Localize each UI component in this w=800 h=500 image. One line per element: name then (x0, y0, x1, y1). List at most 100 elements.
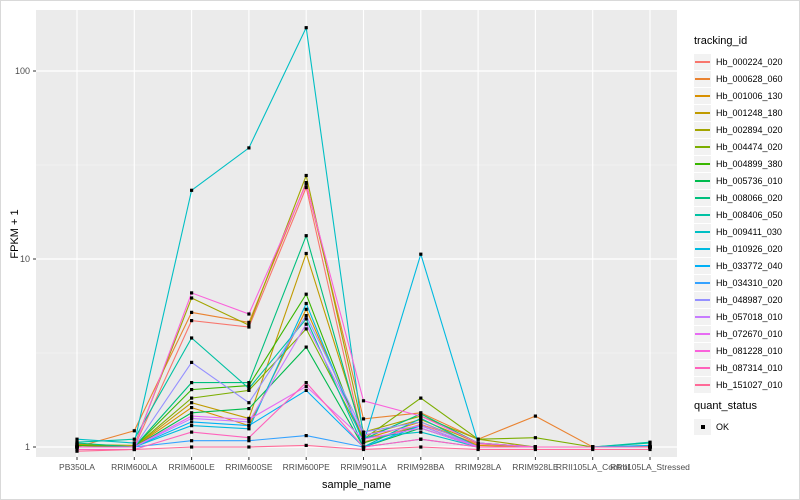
legend-line-swatch (695, 332, 710, 335)
y-tick-label: 10 (20, 254, 30, 264)
data-point (75, 440, 79, 444)
legend-entry: Hb_004474_020 (694, 138, 783, 155)
legend-entry-label: Hb_081228_010 (716, 345, 783, 356)
data-point (190, 188, 194, 192)
legend-entry-label: Hb_072670_010 (716, 328, 783, 339)
x-tick-label: RRIM600SE (225, 462, 273, 472)
data-point (75, 449, 79, 453)
data-point (304, 292, 308, 296)
legend-line-swatch (695, 77, 710, 80)
data-point (361, 430, 366, 434)
data-point (361, 445, 366, 449)
data-point (247, 381, 251, 385)
data-point (247, 417, 251, 422)
legend-entry-label: Hb_057018_010 (716, 311, 783, 322)
data-point (132, 441, 136, 445)
legend-entry-label: Hb_009411_030 (716, 226, 782, 237)
data-point (361, 437, 366, 441)
legend-key (694, 138, 711, 155)
data-point (190, 291, 194, 295)
legend-entry-label: Hb_001006_130 (716, 90, 783, 101)
legend-entry-label: Hb_000628_060 (716, 73, 783, 84)
legend-entry-label: Hb_034310_020 (716, 277, 783, 288)
legend-key (694, 240, 711, 257)
legend-entry: Hb_005736_010 (694, 172, 783, 189)
data-point (419, 430, 423, 434)
legend-key (694, 87, 711, 104)
data-point (419, 414, 423, 418)
data-point (190, 416, 194, 420)
legend-entry: Hb_057018_010 (694, 308, 783, 325)
data-point (304, 173, 308, 178)
legend-entry-label: Hb_001248_180 (716, 107, 783, 118)
legend-entry: Hb_010926_020 (694, 240, 783, 257)
legend-line-swatch (695, 383, 710, 386)
x-tick-label: PB350LA (59, 462, 95, 472)
data-point (419, 437, 423, 441)
legend-entry: Hb_048987_020 (694, 291, 783, 308)
data-point (304, 307, 308, 311)
x-tick-label: RRIM928BA (397, 462, 445, 472)
legend-line-swatch (695, 128, 710, 131)
data-point (419, 426, 423, 430)
data-point (304, 381, 308, 385)
data-point (304, 234, 308, 238)
legend-line-swatch (695, 213, 710, 216)
data-point (476, 445, 480, 449)
legend-key (694, 206, 711, 223)
legend-line-swatch (695, 94, 710, 97)
data-point (476, 437, 480, 441)
legend-title: tracking_id (694, 35, 748, 47)
legend-entry-label: Hb_033772_040 (716, 260, 783, 271)
legend-key (694, 376, 711, 393)
legend-entry: Hb_001006_130 (694, 87, 783, 104)
data-point (304, 301, 308, 306)
legend-entry: Hb_087314_010 (694, 359, 783, 376)
data-point (648, 440, 652, 444)
legend-entry: Hb_004899_380 (694, 155, 783, 172)
data-point (132, 429, 136, 433)
data-point (247, 436, 251, 440)
black-square-point-icon (700, 424, 705, 429)
legend2-entry-list: OK (694, 418, 757, 435)
data-point (247, 384, 251, 388)
legend-line-swatch (695, 230, 710, 233)
legend-entry: Hb_008066_020 (694, 189, 783, 206)
x-tick-label: RRIM901LA (340, 462, 387, 472)
legend-entry: Hb_000224_020 (694, 53, 783, 70)
legend-entry-label: Hb_005736_010 (716, 175, 783, 186)
legend-entry: Hb_072670_010 (694, 325, 783, 342)
x-tick-label: RRII105LA_Stressed (610, 462, 690, 472)
legend-line-swatch (695, 145, 710, 148)
data-point (190, 445, 194, 449)
data-point (361, 417, 366, 421)
legend-entry: Hb_034310_020 (694, 274, 783, 291)
legend-line-swatch (695, 162, 710, 165)
legend-entry: Hb_000628_060 (694, 70, 783, 87)
data-point (247, 420, 251, 424)
data-point (190, 336, 194, 340)
legend-entry-label: Hb_004899_380 (716, 158, 783, 169)
y-tick-label: 100 (15, 66, 30, 76)
data-point (361, 433, 366, 437)
y-axis-title: FPKM + 1 (9, 209, 21, 259)
data-point (591, 445, 595, 449)
data-point (304, 26, 308, 30)
data-point (304, 185, 308, 190)
data-point (533, 447, 537, 452)
data-point (190, 414, 194, 418)
data-point (75, 437, 79, 441)
data-point (361, 399, 366, 403)
data-point (648, 445, 652, 449)
data-point (533, 436, 537, 440)
legend-line-swatch (695, 264, 710, 267)
data-point (533, 414, 537, 418)
data-point (247, 401, 251, 405)
legend-line-swatch (695, 196, 710, 199)
data-point (190, 406, 194, 410)
data-point (304, 317, 308, 321)
data-point (476, 447, 480, 452)
legend-key (694, 257, 711, 274)
data-point (190, 310, 194, 314)
legend-key (694, 325, 711, 342)
